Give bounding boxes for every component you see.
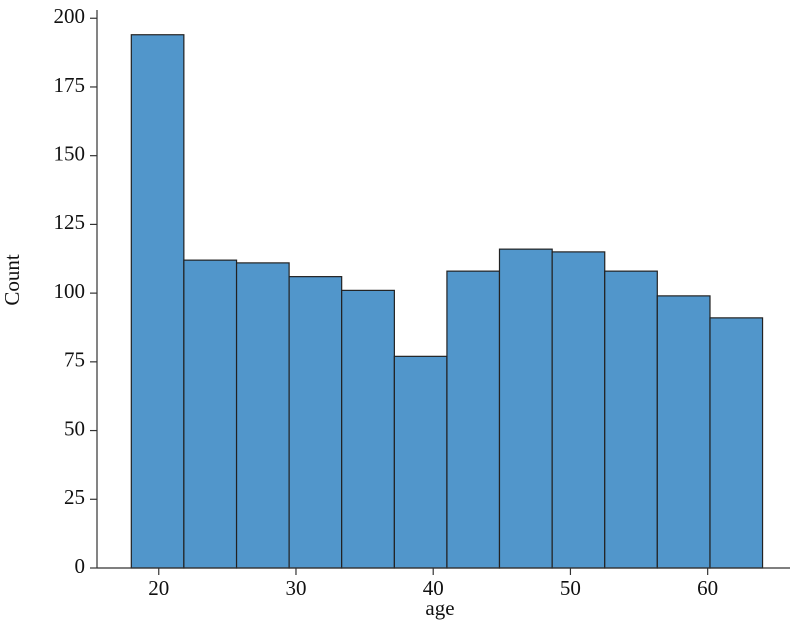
bar (341, 289, 395, 569)
x-tick-label: 50 (560, 576, 581, 600)
y-tick-label: 200 (54, 4, 86, 28)
y-tick-label: 150 (54, 141, 86, 165)
x-tick-label: 20 (148, 576, 169, 600)
y-axis-label: Count (0, 254, 24, 306)
x-tick-label: 30 (285, 576, 306, 600)
y-tick-label: 125 (54, 210, 86, 234)
bar (551, 251, 606, 569)
bar (446, 270, 501, 569)
x-tick-label: 40 (423, 576, 444, 600)
y-tick-label: 75 (64, 348, 85, 372)
y-tick-label: 50 (64, 416, 85, 440)
bar (393, 355, 448, 569)
x-tick-label: 60 (697, 576, 718, 600)
y-tick-label: 0 (75, 554, 86, 578)
bar (130, 34, 185, 569)
x-axis-label: age (425, 596, 454, 620)
y-tick-label: 100 (54, 279, 86, 303)
bar (183, 259, 238, 569)
bar (709, 317, 764, 569)
bar (235, 262, 290, 569)
bar (288, 276, 343, 569)
bar (498, 248, 553, 569)
y-tick-label: 25 (64, 485, 85, 509)
y-tick-label: 175 (54, 73, 86, 97)
bar (604, 270, 658, 569)
bar (656, 295, 711, 569)
